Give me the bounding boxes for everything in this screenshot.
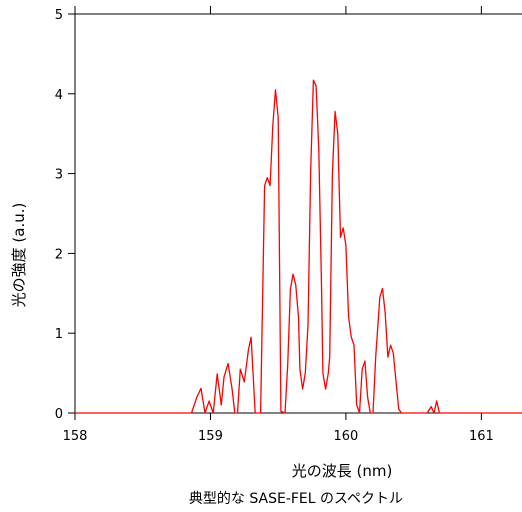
series-line-0 xyxy=(75,79,522,414)
x-tick-label-1: 159 xyxy=(198,429,223,444)
y-tick-label-3: 3 xyxy=(55,168,63,183)
series-layer xyxy=(75,79,522,414)
x-tick-label-0: 158 xyxy=(63,429,88,444)
y-tick-label-0: 0 xyxy=(55,407,63,422)
x-tick-label-3: 161 xyxy=(469,429,494,444)
y-tick-label-5: 5 xyxy=(55,8,63,23)
chart-caption: 典型的な SASE-FEL のスペクトル xyxy=(189,491,403,507)
x-tick-label-2: 160 xyxy=(333,429,358,444)
y-tick-label-4: 4 xyxy=(55,88,63,103)
x-axis-label: 光の波長 (nm) xyxy=(292,462,393,480)
y-axis-label: 光の強度 (a.u.) xyxy=(10,203,28,308)
y-tick-label-1: 1 xyxy=(55,327,63,342)
y-tick-label-2: 2 xyxy=(55,247,63,262)
axes: 158 159 160 161 0 1 2 3 4 5 xyxy=(55,6,522,444)
